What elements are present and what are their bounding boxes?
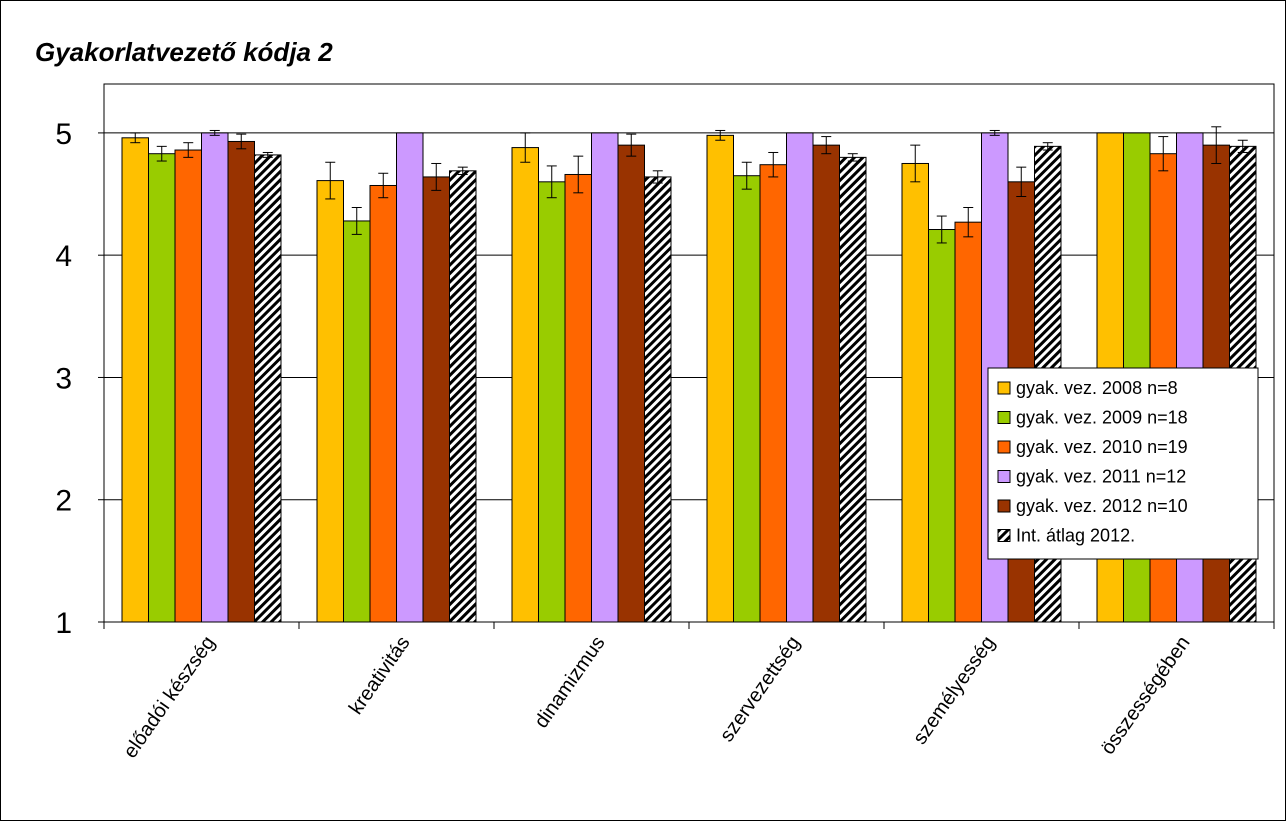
bar bbox=[706, 134, 734, 623]
x-tick-label: személyesség bbox=[909, 632, 1000, 748]
y-tick-label: 4 bbox=[55, 240, 72, 273]
chart-title: Gyakorlatvezető kódja 2 bbox=[35, 37, 333, 67]
x-tick-label: dinamizmus bbox=[530, 632, 609, 732]
legend-label: gyak. vez. 2012 n=10 bbox=[1016, 496, 1188, 516]
legend-swatch bbox=[997, 381, 1011, 395]
legend-label: gyak. vez. 2008 n=8 bbox=[1016, 378, 1178, 398]
bar bbox=[396, 132, 424, 623]
bar bbox=[759, 164, 787, 623]
bar bbox=[511, 147, 539, 623]
bar bbox=[449, 170, 477, 623]
y-tick-label: 1 bbox=[55, 607, 72, 640]
legend-label: gyak. vez. 2010 n=19 bbox=[1016, 437, 1188, 457]
bar bbox=[901, 162, 929, 623]
bar bbox=[422, 176, 450, 623]
bar bbox=[644, 176, 672, 623]
legend-swatch bbox=[997, 529, 1011, 542]
bar bbox=[148, 153, 176, 623]
bar bbox=[786, 132, 814, 623]
bar bbox=[121, 137, 149, 623]
bar bbox=[254, 154, 282, 623]
bar bbox=[954, 221, 982, 623]
bar bbox=[733, 175, 761, 623]
y-tick-label: 3 bbox=[55, 362, 72, 395]
legend-box bbox=[987, 367, 1259, 560]
bar bbox=[839, 156, 867, 623]
x-tick-label: kreativitás bbox=[345, 632, 415, 718]
legend-swatch bbox=[997, 411, 1011, 424]
legend-swatch bbox=[997, 440, 1011, 454]
legend-label: Int. átlag 2012. bbox=[1016, 526, 1135, 546]
bar bbox=[617, 144, 645, 623]
legend-swatch bbox=[997, 499, 1011, 513]
y-tick-label: 2 bbox=[55, 485, 72, 518]
bar bbox=[343, 220, 371, 623]
x-tick-label: összességében bbox=[1097, 632, 1195, 758]
bar bbox=[316, 180, 344, 623]
bar bbox=[812, 144, 840, 623]
x-tick-label: előadói készség bbox=[119, 632, 219, 762]
legend-swatch bbox=[997, 470, 1011, 483]
bar bbox=[591, 132, 619, 623]
bar bbox=[369, 184, 397, 623]
bar bbox=[201, 132, 229, 623]
bar bbox=[928, 229, 956, 623]
legend-label: gyak. vez. 2009 n=18 bbox=[1016, 408, 1188, 428]
bar bbox=[174, 149, 202, 623]
legend: gyak. vez. 2008 n=8 gyak. vez. 2009 n=18 g… bbox=[987, 367, 1259, 560]
x-tick-label: szervezettség bbox=[716, 632, 805, 746]
bar bbox=[227, 140, 255, 623]
bar bbox=[564, 173, 592, 623]
bar bbox=[538, 181, 566, 623]
legend-label: gyak. vez. 2011 n=12 bbox=[1016, 467, 1186, 487]
y-tick-label: 5 bbox=[55, 118, 72, 151]
